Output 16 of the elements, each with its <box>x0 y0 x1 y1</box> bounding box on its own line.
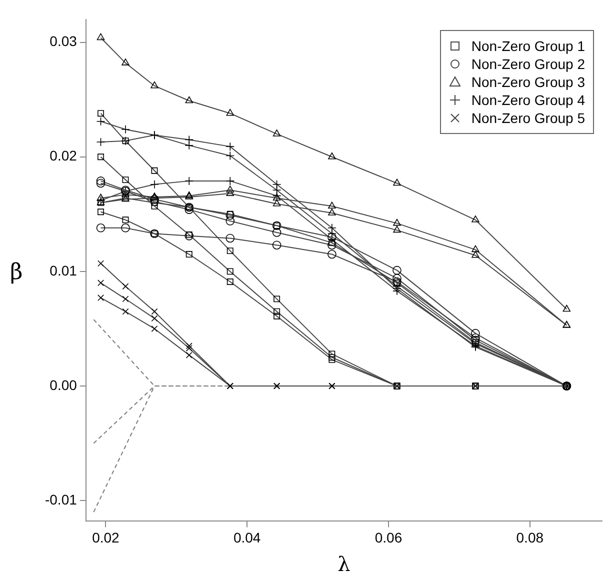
y-tick-label: -0.01 <box>44 491 78 508</box>
legend-label: Non-Zero Group 1 <box>471 37 585 55</box>
x-tick-label: 0.06 <box>374 529 402 546</box>
x-tick-label: 0.04 <box>233 529 261 546</box>
legend-label: Non-Zero Group 3 <box>471 73 585 91</box>
y-tick-label: 0.02 <box>50 148 78 164</box>
legend-label: Non-Zero Group 2 <box>471 55 585 73</box>
legend-label: Non-Zero Group 5 <box>471 109 585 127</box>
y-axis-title: β <box>10 260 23 285</box>
x-tick-label: 0.02 <box>92 529 120 546</box>
x-axis-title: λ <box>338 552 351 576</box>
legend-label: Non-Zero Group 4 <box>471 91 585 109</box>
y-tick-label: 0.01 <box>50 262 78 278</box>
y-tick-label: 0.03 <box>50 33 78 50</box>
y-tick-label: 0.00 <box>50 376 78 393</box>
x-tick-label: 0.08 <box>516 529 544 546</box>
